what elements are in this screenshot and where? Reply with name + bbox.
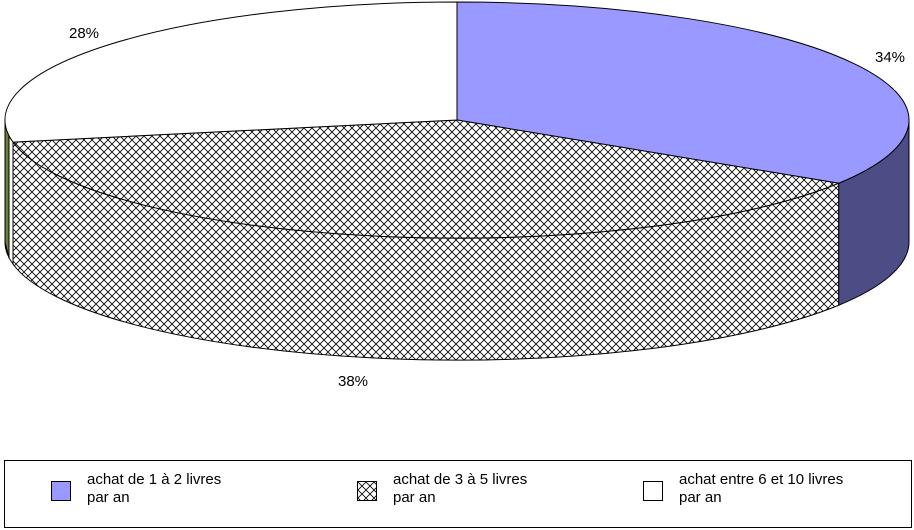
legend-swatch-1: [51, 481, 71, 501]
data-label-3: 28%: [69, 25, 99, 42]
pie-slice-1: [456, 1, 910, 184]
pie-chart: 34% 38% 28%: [4, 1, 910, 390]
legend-item-3: achat entre 6 et 10 livres par an: [643, 471, 879, 507]
legend-label-2-line1: achat de 3 à 5 livres: [393, 471, 528, 488]
data-label-2: 38%: [338, 373, 368, 390]
legend-item-1: achat de 1 à 2 livres par an: [51, 471, 287, 507]
legend-label-3-line2: par an: [679, 489, 722, 506]
legend-swatch-2: [357, 481, 377, 501]
legend-item-2: achat de 3 à 5 livres par an: [357, 471, 593, 507]
legend-swatch-3: [643, 481, 663, 501]
legend-label-3-line1: achat entre 6 et 10 livres: [679, 471, 844, 488]
legend: achat de 1 à 2 livres par an achat de 3 …: [4, 460, 912, 528]
legend-label-2-line2: par an: [393, 489, 436, 506]
pie-slice-3: [4, 1, 458, 143]
pie-edge-sliver: [4, 119, 10, 259]
pie-slice-2: [12, 119, 841, 239]
legend-label-1-line1: achat de 1 à 2 livres: [87, 471, 222, 488]
data-label-1: 34%: [875, 49, 905, 66]
legend-label-1-line2: par an: [87, 489, 130, 506]
